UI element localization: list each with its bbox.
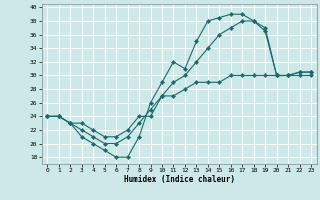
X-axis label: Humidex (Indice chaleur): Humidex (Indice chaleur) — [124, 175, 235, 184]
